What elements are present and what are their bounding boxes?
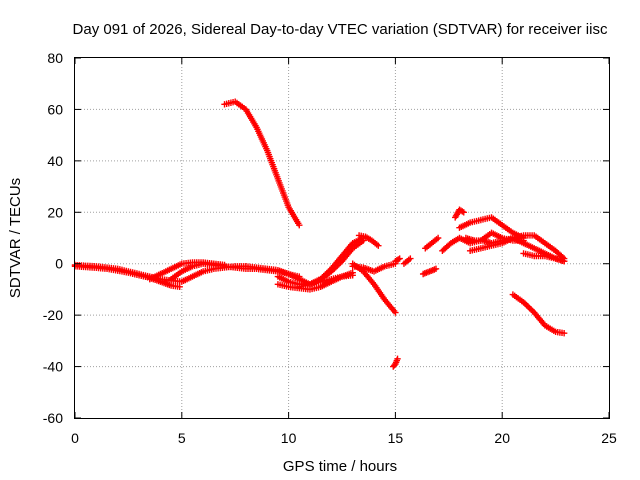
data-point — [375, 242, 382, 249]
series-arc-15 — [400, 255, 414, 267]
data-point — [392, 309, 399, 316]
y-tick-label: 80 — [47, 50, 63, 66]
data-point — [434, 234, 442, 242]
series-arc-14 — [392, 255, 403, 265]
data-series — [71, 98, 568, 370]
series-arc-17 — [422, 234, 442, 252]
data-point — [407, 255, 414, 262]
x-tick-label: 25 — [601, 430, 617, 446]
chart-title: Day 091 of 2026, Sidereal Day-to-day VTE… — [73, 21, 608, 38]
series-arc-2 — [71, 263, 183, 291]
data-point — [395, 256, 402, 263]
series-arc-10 — [355, 232, 382, 249]
data-point — [560, 329, 568, 337]
series-arc-19 — [452, 206, 467, 221]
x-axis-ticks: 0 5 10 15 20 25 — [71, 58, 617, 446]
series-arc-5 — [221, 98, 303, 229]
data-point — [460, 209, 467, 216]
y-tick-label: -60 — [43, 410, 63, 426]
x-tick-label: 20 — [494, 430, 510, 446]
series-arc-7 — [274, 269, 356, 293]
grid — [75, 58, 609, 418]
series-arc-23 — [509, 291, 568, 337]
y-axis-label: SDTVAR / TECUs — [7, 178, 24, 298]
data-point — [349, 269, 356, 276]
series-arc-13 — [390, 355, 401, 370]
series-arc-12 — [349, 260, 399, 275]
x-tick-label: 5 — [178, 430, 186, 446]
y-tick-label: -20 — [43, 307, 63, 323]
series-arc-16 — [419, 265, 440, 278]
y-tick-label: 40 — [47, 153, 63, 169]
data-point — [394, 355, 401, 363]
x-tick-label: 0 — [71, 430, 79, 446]
y-tick-label: 60 — [47, 101, 63, 117]
y-tick-label: -40 — [43, 359, 63, 375]
x-axis-label: GPS time / hours — [283, 458, 397, 475]
y-tick-label: 20 — [47, 204, 63, 220]
y-tick-label: 0 — [55, 256, 63, 272]
plot-frame — [74, 57, 610, 419]
data-point — [459, 208, 466, 215]
data-point — [296, 221, 303, 229]
data-point — [176, 283, 183, 291]
data-point — [432, 265, 440, 273]
data-point — [560, 257, 568, 265]
y-axis-ticks: -60 -40 -20 0 20 40 60 80 — [43, 50, 609, 426]
series-arc-20 — [456, 214, 527, 242]
x-tick-label: 10 — [281, 430, 297, 446]
x-tick-label: 15 — [388, 430, 404, 446]
series-arc-9 — [296, 237, 367, 291]
data-point — [396, 255, 403, 262]
series-arc-24 — [520, 250, 568, 265]
